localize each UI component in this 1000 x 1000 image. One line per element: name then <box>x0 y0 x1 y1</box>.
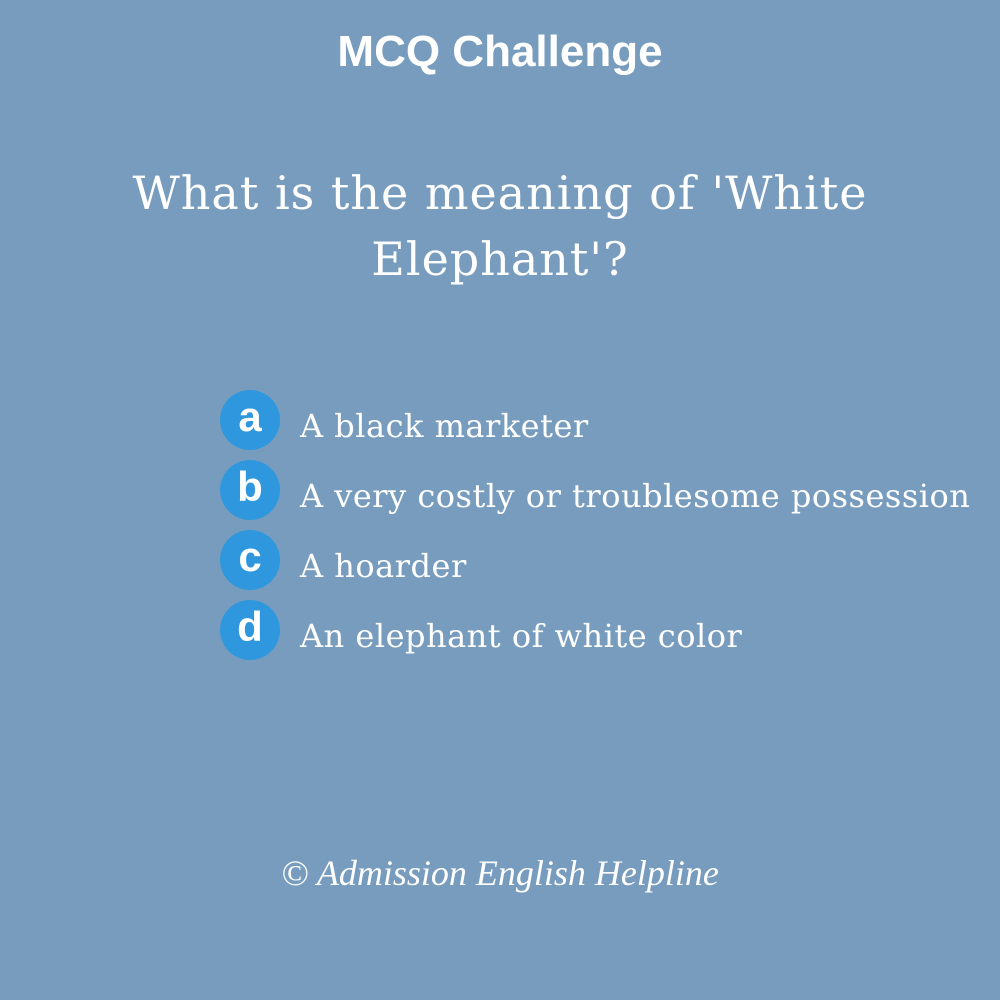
option-text-a: A black marketer <box>300 407 589 445</box>
option-c[interactable]: c A hoarder <box>220 530 990 600</box>
page-title: MCQ Challenge <box>337 27 663 76</box>
option-text-d: An elephant of white color <box>300 617 743 655</box>
option-badge-a: a <box>220 390 280 450</box>
option-badge-c: c <box>220 530 280 590</box>
option-text-c: A hoarder <box>300 547 467 585</box>
options-list: a A black marketer b A very costly or tr… <box>220 390 990 670</box>
option-text-b: A very costly or troublesome possession <box>300 477 971 515</box>
option-a[interactable]: a A black marketer <box>220 390 990 460</box>
copyright-footer: © Admission English Helpline <box>281 853 719 893</box>
option-badge-b: b <box>220 460 280 520</box>
option-d[interactable]: d An elephant of white color <box>220 600 990 670</box>
option-badge-d: d <box>220 600 280 660</box>
question-text: What is the meaning of 'White Elephant'? <box>132 166 868 286</box>
option-b[interactable]: b A very costly or troublesome possessio… <box>220 460 990 530</box>
